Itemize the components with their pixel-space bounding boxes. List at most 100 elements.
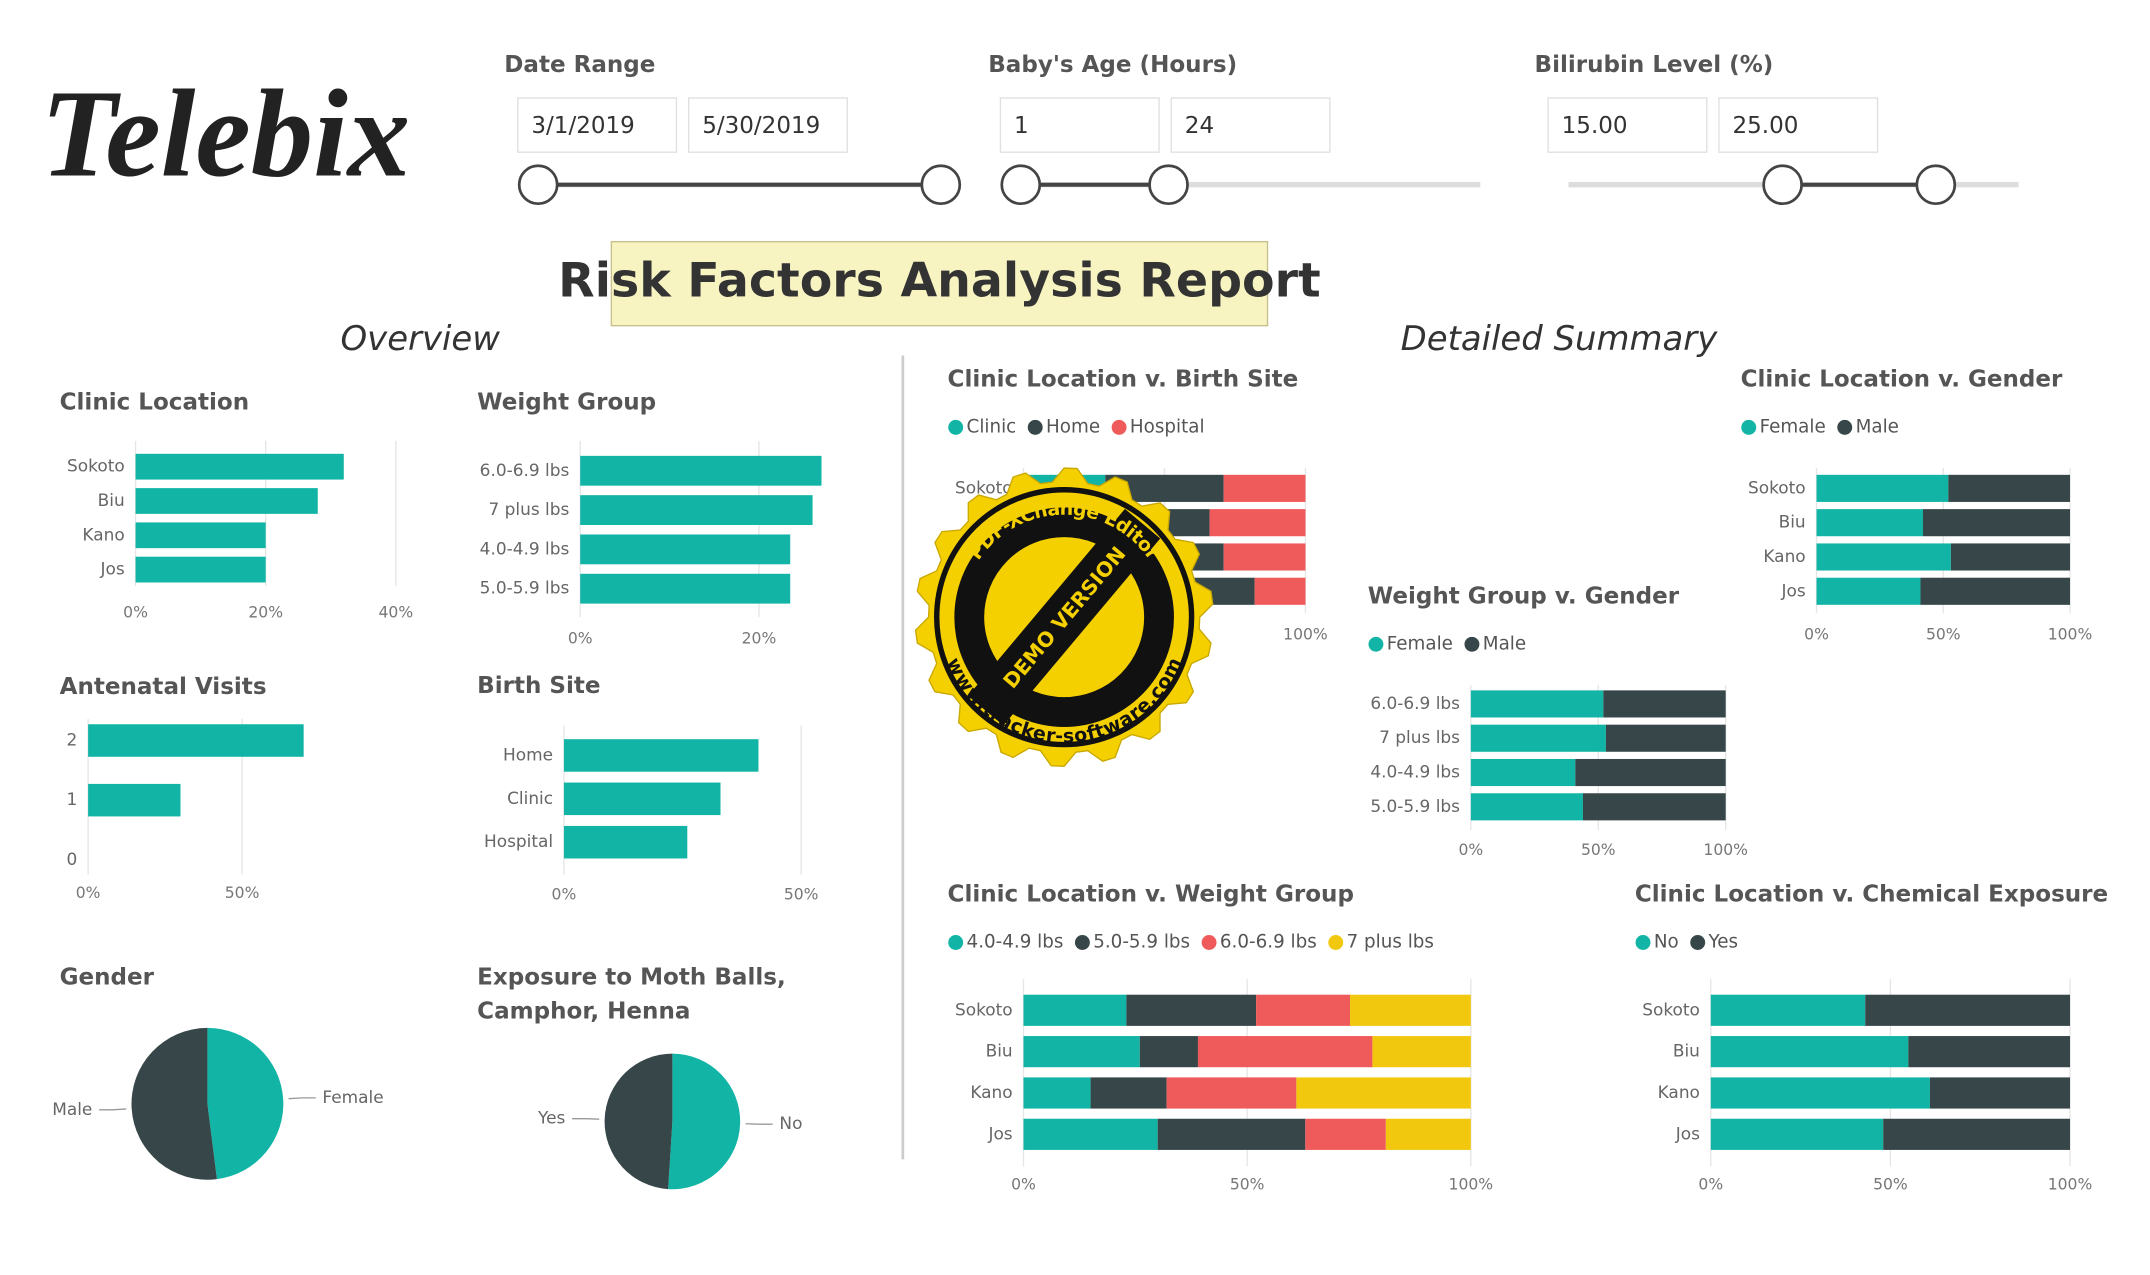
logo: Telebix bbox=[41, 64, 410, 202]
slider-handle[interactable] bbox=[1000, 164, 1042, 206]
legend-marker bbox=[948, 419, 964, 435]
y-tick-label: Kano bbox=[1658, 1082, 1700, 1102]
y-tick-label: 7 plus lbs bbox=[1379, 727, 1460, 747]
bar-segment bbox=[1816, 509, 1923, 537]
bar bbox=[88, 724, 304, 757]
legend-marker bbox=[1635, 935, 1651, 950]
bar-segment bbox=[1929, 1077, 2071, 1109]
slicer-input[interactable] bbox=[517, 97, 678, 153]
legend-label: Home bbox=[1046, 416, 1100, 437]
bar bbox=[135, 556, 266, 583]
y-tick-label: Biu bbox=[986, 1041, 1013, 1061]
slider-handle[interactable] bbox=[920, 164, 962, 206]
x-tick-label: 50% bbox=[1926, 625, 1961, 643]
y-tick-label: 5.0-5.9 lbs bbox=[480, 578, 570, 598]
legend-label: 6.0-6.9 lbs bbox=[1220, 932, 1317, 953]
pie-label: Yes bbox=[537, 1108, 565, 1128]
slicer-input[interactable] bbox=[1718, 97, 1879, 153]
bar-segment bbox=[1710, 1118, 1884, 1150]
x-tick-label: 100% bbox=[2048, 1176, 2093, 1194]
y-tick-label: 6.0-6.9 lbs bbox=[1370, 693, 1460, 713]
pie-label: Male bbox=[52, 1099, 92, 1119]
legend-marker bbox=[1027, 419, 1043, 435]
x-tick-label: 100% bbox=[1449, 1176, 1494, 1194]
bar-segment bbox=[1256, 994, 1351, 1026]
y-tick-label: Biu bbox=[98, 490, 125, 510]
slicer-label: Bilirubin Level (%) bbox=[1535, 52, 1774, 78]
slider-handle[interactable] bbox=[1148, 164, 1189, 206]
chart-title: Antenatal Visits bbox=[60, 674, 267, 700]
x-tick-label: 0% bbox=[1698, 1176, 1723, 1194]
x-tick-label: 50% bbox=[1581, 841, 1616, 859]
leader-line bbox=[99, 1108, 127, 1111]
pie-slice bbox=[668, 1053, 741, 1190]
bar-segment bbox=[1582, 793, 1726, 821]
y-tick-label: Kano bbox=[1763, 546, 1805, 566]
y-tick-label: 1 bbox=[66, 789, 77, 809]
y-tick-label: Jos bbox=[987, 1123, 1012, 1143]
chart-title: Clinic Location v. Weight Group bbox=[948, 882, 1354, 908]
legend-marker bbox=[1111, 419, 1127, 435]
y-tick-label: 0 bbox=[66, 849, 77, 869]
x-tick-label: 0% bbox=[552, 886, 577, 904]
bar-segment bbox=[1296, 1077, 1471, 1109]
y-tick-label: 4.0-4.9 lbs bbox=[1370, 762, 1460, 782]
y-tick-label: Kano bbox=[82, 524, 124, 544]
pie-label: No bbox=[779, 1113, 802, 1133]
section-title: Overview bbox=[340, 319, 500, 358]
chart-title: Gender bbox=[60, 964, 155, 990]
x-tick-label: 0% bbox=[123, 604, 148, 622]
x-tick-label: 20% bbox=[248, 604, 283, 622]
watermark-band bbox=[968, 508, 1161, 726]
legend-marker bbox=[948, 935, 964, 950]
bar-segment bbox=[1372, 1036, 1471, 1068]
slicer-value: 1 bbox=[1014, 113, 1029, 139]
bar-segment bbox=[1816, 577, 1921, 605]
section-title: Detailed Summary bbox=[1401, 319, 1719, 358]
bar-segment bbox=[1350, 994, 1471, 1026]
slicer-input[interactable] bbox=[1547, 97, 1708, 153]
chart-title: Clinic Location v. Birth Site bbox=[948, 366, 1299, 392]
slicer-value: 5/30/2019 bbox=[702, 113, 820, 139]
slicer-input[interactable] bbox=[999, 97, 1160, 153]
bar bbox=[563, 739, 759, 772]
chart-title: Exposure to Moth Balls, Camphor, Henna bbox=[477, 964, 786, 1026]
bar-segment bbox=[1023, 994, 1127, 1026]
legend-marker bbox=[1201, 935, 1217, 950]
bar-segment bbox=[1126, 994, 1257, 1026]
bar-segment bbox=[1209, 509, 1306, 537]
slicer-input[interactable] bbox=[1170, 97, 1331, 153]
bar-segment bbox=[1710, 994, 1866, 1026]
slider-handle[interactable] bbox=[1762, 164, 1803, 206]
y-tick-label: Jos bbox=[1780, 580, 1805, 600]
x-tick-label: 50% bbox=[1230, 1176, 1265, 1194]
legend-label: No bbox=[1654, 932, 1679, 953]
legend-label: 4.0-4.9 lbs bbox=[967, 932, 1064, 953]
chart-title: Clinic Location v. Gender bbox=[1741, 366, 2063, 392]
slicer-value: 24 bbox=[1185, 113, 1214, 139]
bar-segment bbox=[1950, 543, 2071, 571]
bar bbox=[580, 573, 791, 604]
bar-segment bbox=[1023, 1118, 1158, 1150]
legend-label: Male bbox=[1483, 633, 1526, 654]
bar bbox=[135, 488, 318, 514]
bar-segment bbox=[1470, 690, 1604, 718]
bar bbox=[580, 534, 791, 565]
x-tick-label: 0% bbox=[568, 629, 593, 647]
pie-slice bbox=[131, 1027, 217, 1180]
chart-title: Clinic Location v. Chemical Exposure bbox=[1635, 882, 2108, 908]
bar-segment bbox=[1223, 474, 1306, 502]
y-tick-label: Hospital bbox=[484, 831, 553, 851]
slider-handle[interactable] bbox=[517, 164, 559, 206]
bar-segment bbox=[1710, 1036, 1909, 1068]
bar bbox=[135, 522, 266, 549]
watermark-ring bbox=[954, 507, 1174, 727]
slider-handle[interactable] bbox=[1915, 164, 1957, 206]
x-tick-label: 0% bbox=[1011, 1176, 1036, 1194]
slicer-input[interactable] bbox=[687, 97, 848, 153]
bar-segment bbox=[1139, 1036, 1198, 1068]
bar bbox=[135, 453, 344, 480]
pie-label: Female bbox=[322, 1087, 383, 1107]
